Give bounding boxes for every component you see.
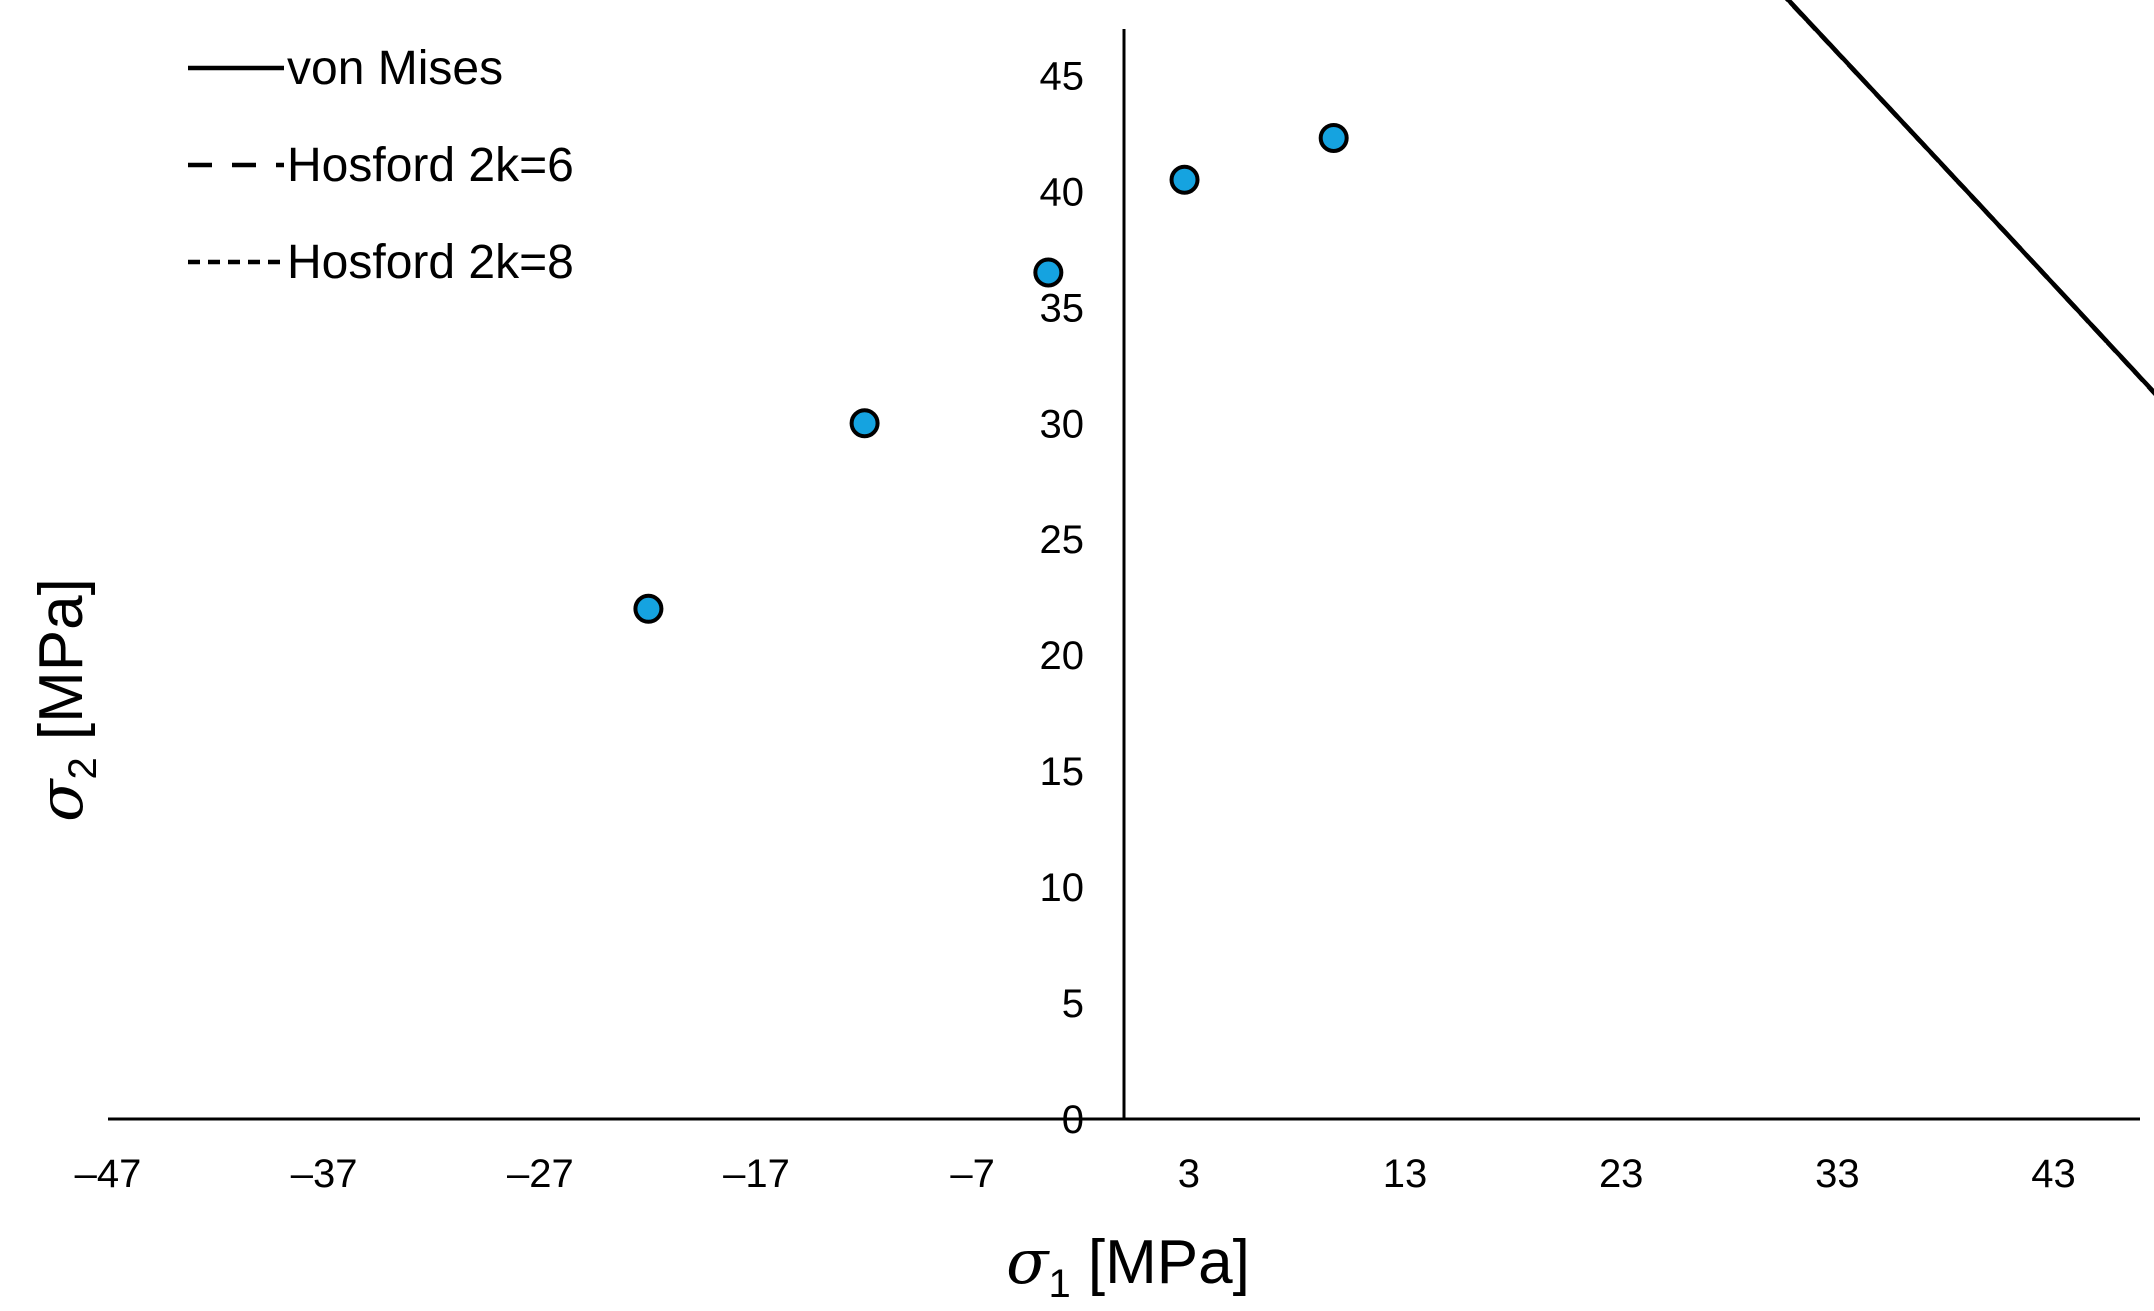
y-tick-label: 25: [1040, 518, 1085, 562]
y-tick-label: 45: [1040, 54, 1085, 98]
y-tick-label: 30: [1040, 402, 1085, 446]
legend: von Mises Hosford 2k=6 Hosford 2k=8: [188, 42, 574, 289]
data-point: [1169, 164, 1200, 195]
y-tick-label: 5: [1062, 982, 1084, 1026]
x-tick-label: 3: [1178, 1152, 1200, 1196]
y-tick-label: 20: [1040, 634, 1085, 678]
y-tick-labels: 0 5 10 15 20 25 30 35 40 45: [1040, 54, 1085, 1142]
x-tick-label: –17: [723, 1152, 790, 1196]
x-axis-title: σ1 [MPa]: [1006, 1225, 1250, 1306]
y-tick-label: 10: [1040, 866, 1085, 910]
data-point: [1318, 123, 1349, 153]
x-tick-labels: –47 –37 –27 –17 –7 3 13 23 33 43: [75, 1152, 2076, 1196]
y-tick-label: 0: [1062, 1098, 1084, 1142]
x-tick-label: –27: [507, 1152, 574, 1196]
y-tick-label: 40: [1040, 170, 1085, 214]
x-tick-label: –47: [75, 1152, 142, 1196]
experimental-points: [633, 123, 1349, 624]
legend-label-hosford-6: Hosford 2k=6: [287, 139, 574, 192]
x-tick-label: 33: [1815, 1152, 1860, 1196]
data-point: [1033, 257, 1064, 288]
y-tick-label: 35: [1040, 286, 1085, 330]
legend-label-hosford-8: Hosford 2k=8: [287, 236, 574, 289]
y-axis-title: σ2 [MPa]: [24, 578, 105, 822]
data-point: [633, 593, 664, 624]
data-point: [849, 408, 880, 439]
x-tick-label: –7: [950, 1152, 995, 1196]
legend-label-von-mises: von Mises: [287, 42, 503, 95]
y-tick-label: 15: [1040, 750, 1085, 794]
x-tick-label: 23: [1599, 1152, 1644, 1196]
x-tick-label: 13: [1383, 1152, 1428, 1196]
x-tick-label: 43: [2031, 1152, 2076, 1196]
x-tick-label: –37: [291, 1152, 358, 1196]
